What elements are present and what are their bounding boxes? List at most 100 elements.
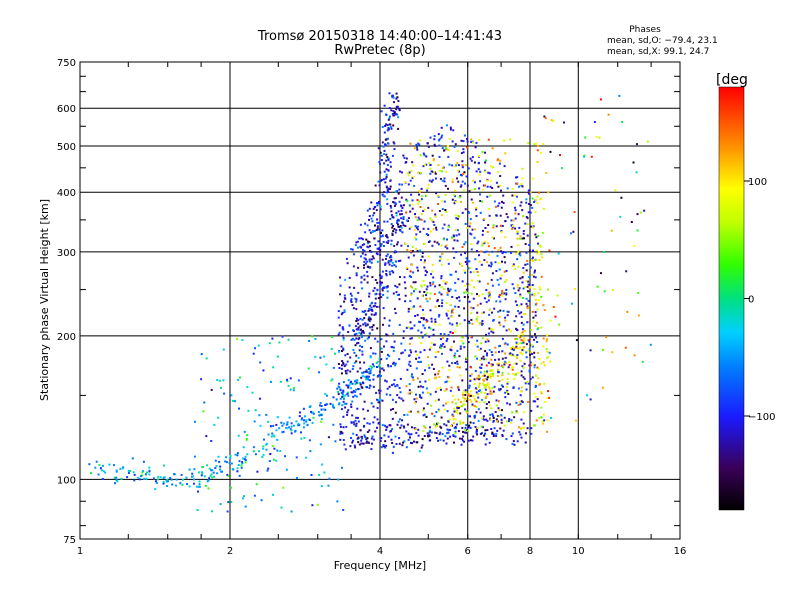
echo-point	[399, 213, 402, 216]
colorbar-tick-label: −100	[748, 412, 775, 423]
echo-point	[465, 164, 468, 167]
echo-point	[204, 484, 207, 487]
echo-point	[449, 303, 452, 306]
echo-point	[276, 438, 279, 441]
echo-point	[392, 141, 395, 144]
echo-point	[207, 487, 210, 490]
echo-point	[427, 206, 430, 209]
echo-point	[369, 372, 372, 375]
echo-point	[449, 126, 452, 129]
echo-point	[537, 377, 540, 380]
echo-point	[319, 402, 322, 404]
echo-point	[354, 419, 357, 422]
echo-point	[432, 159, 435, 162]
echo-point	[539, 245, 542, 248]
echo-point	[361, 336, 364, 339]
echo-point	[359, 299, 362, 302]
echo-point	[410, 293, 413, 296]
echo-point	[535, 381, 538, 384]
echo-point	[505, 288, 508, 291]
echo-point	[485, 403, 488, 405]
echo-point	[433, 377, 436, 380]
echo-point	[366, 209, 369, 212]
echo-point	[427, 241, 430, 243]
echo-point	[432, 333, 435, 336]
echo-point	[649, 343, 652, 346]
echo-point	[407, 256, 410, 259]
echo-point	[516, 284, 519, 286]
echo-point	[430, 317, 433, 320]
echo-point	[386, 425, 389, 428]
echo-point	[433, 343, 436, 346]
echo-point	[380, 446, 383, 449]
echo-point	[162, 480, 165, 483]
echo-point	[524, 222, 527, 225]
echo-point	[511, 432, 514, 435]
echo-point	[445, 170, 448, 173]
echo-point	[415, 431, 418, 434]
echo-point	[383, 191, 386, 194]
echo-point	[338, 367, 341, 369]
echo-point	[375, 229, 378, 231]
echo-point	[476, 433, 479, 436]
echo-point	[405, 211, 408, 214]
echo-point	[507, 420, 510, 423]
grid-lines	[80, 62, 680, 539]
echo-point	[544, 400, 547, 403]
echo-point	[552, 306, 555, 308]
echo-point	[505, 269, 508, 272]
echo-point	[447, 376, 450, 379]
echo-point	[514, 217, 517, 220]
echo-point	[432, 328, 435, 331]
echo-point	[392, 408, 394, 410]
echo-point	[531, 222, 534, 225]
echo-point	[465, 357, 468, 360]
echo-point	[366, 386, 368, 389]
echo-point	[421, 336, 424, 339]
echo-point	[446, 428, 449, 431]
echo-point	[366, 371, 369, 374]
echo-point	[512, 348, 515, 351]
echo-point	[469, 394, 472, 397]
echo-point	[427, 234, 430, 237]
echo-point	[386, 220, 389, 223]
echo-point	[475, 318, 478, 321]
echo-point	[386, 191, 388, 194]
echo-point	[506, 381, 509, 384]
echo-point	[437, 195, 440, 198]
echo-point	[479, 366, 481, 369]
echo-point	[343, 365, 346, 368]
echo-point	[491, 311, 493, 314]
echo-point	[453, 356, 456, 359]
echo-point	[542, 337, 545, 340]
echo-point	[513, 347, 516, 350]
echo-point	[368, 229, 371, 232]
echo-point	[461, 426, 464, 429]
echo-point	[229, 457, 232, 459]
echo-point	[445, 442, 448, 445]
echo-point	[193, 478, 195, 481]
echo-point	[491, 431, 494, 434]
echo-point	[418, 290, 421, 293]
echo-point	[448, 418, 451, 421]
echo-point	[451, 140, 454, 143]
echo-point	[364, 322, 366, 325]
y-tick-label: 750	[57, 58, 76, 69]
echo-point	[335, 398, 338, 401]
echo-point	[471, 228, 474, 231]
echo-point	[398, 442, 401, 445]
echo-point	[408, 410, 411, 413]
echo-point	[547, 288, 550, 291]
echo-point	[444, 282, 447, 285]
echo-point	[281, 335, 284, 338]
echo-point	[402, 204, 405, 207]
echo-point	[210, 440, 213, 442]
echo-point	[537, 367, 540, 370]
echo-point	[514, 374, 517, 377]
echo-point	[538, 383, 541, 386]
echo-point	[389, 205, 392, 207]
echo-point	[483, 392, 486, 394]
echo-point	[407, 307, 410, 310]
echo-point	[516, 357, 519, 360]
echo-point	[391, 398, 394, 401]
